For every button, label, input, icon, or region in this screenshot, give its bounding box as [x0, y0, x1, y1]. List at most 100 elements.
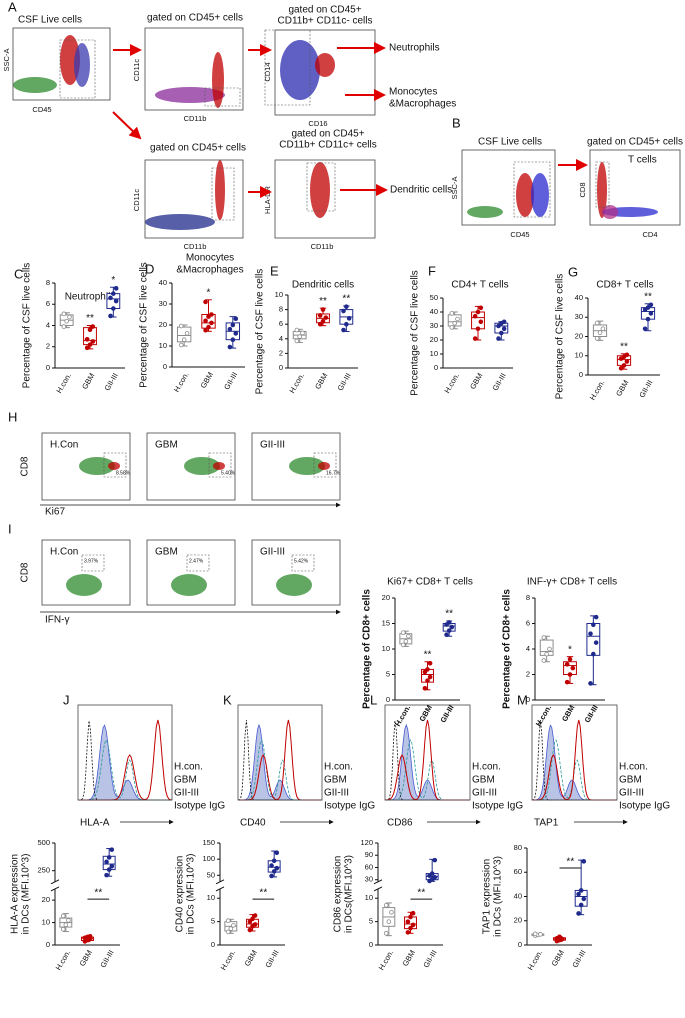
data-point [113, 298, 119, 304]
data-point [455, 316, 460, 322]
data-point [271, 858, 277, 864]
data-point [405, 930, 411, 935]
data-point [231, 923, 236, 928]
data-point [203, 318, 208, 324]
data-point [61, 324, 67, 329]
x-tick-label: H.con. [442, 371, 461, 394]
y-tick-label: 0 [579, 370, 583, 379]
data-point [597, 330, 603, 335]
legend-label: Isotype IgG [472, 801, 523, 812]
y-tick-label: 0 [386, 695, 390, 704]
y-tick-label: 50 [207, 870, 215, 879]
data-point [403, 639, 409, 644]
data-point [538, 932, 543, 937]
y-axis-label: SSC-A [450, 177, 459, 200]
data-point [109, 847, 115, 852]
data-point [472, 313, 478, 319]
x-tick-label: GBM [313, 371, 329, 390]
data-point [427, 674, 433, 680]
plot-title: gated on CD45+ [291, 129, 364, 140]
y-tick-label: 6 [46, 299, 50, 308]
legend-label: GBM [472, 775, 495, 786]
data-point [230, 337, 236, 343]
data-point [410, 922, 416, 928]
histogram-fill [385, 723, 470, 801]
y-tick-label: 10 [159, 341, 167, 350]
x-axis-label: Ki67 [45, 507, 65, 518]
data-point [228, 926, 234, 931]
y-tick-label: 2 [279, 348, 283, 357]
y-axis-label: CD8 [20, 562, 31, 582]
data-point [581, 859, 587, 864]
data-point [425, 667, 430, 672]
plot-title: gated on CD45+ [288, 5, 361, 16]
y-axis-label: Percentage of CSF live cells [555, 274, 566, 400]
cell-cloud [597, 162, 607, 218]
data-point [87, 327, 93, 333]
data-point [570, 665, 576, 671]
legend-label: Isotype IgG [174, 801, 225, 812]
y-axis-label: Percentage of CSF live cells [410, 270, 421, 396]
histogram-curve [78, 739, 172, 801]
data-point [317, 321, 323, 327]
plot-frame [461, 149, 556, 226]
y-tick-label: 10 [382, 644, 390, 653]
panel-label: G [568, 264, 578, 279]
data-point [383, 902, 389, 908]
cell-cloud [213, 462, 225, 470]
data-point [425, 678, 430, 683]
data-point [594, 336, 600, 341]
data-point [233, 331, 239, 336]
y-tick-label: 8 [279, 305, 283, 314]
x-tick-label: GBM [243, 948, 259, 967]
data-point [84, 337, 90, 342]
legend-label: H.con. [174, 762, 203, 773]
data-point [90, 324, 96, 329]
data-point [648, 302, 654, 308]
data-point [578, 902, 584, 908]
histogram-fill [78, 724, 172, 801]
data-point [408, 914, 413, 920]
y-axis-label: SSC-A [2, 49, 11, 72]
data-point [209, 320, 214, 326]
y-tick-label: 0 [163, 362, 167, 371]
y-tick-label: 20 [514, 916, 522, 925]
plot-title: gated on CD45+ cells [147, 13, 243, 24]
y-tick-label: 60 [365, 862, 373, 871]
y-tick-label: 0 [434, 363, 438, 372]
data-point [427, 660, 433, 666]
x-axis-label: TAP1 [534, 818, 559, 829]
x-tick-label: GBM [417, 703, 434, 723]
histogram-curve [238, 739, 322, 801]
x-tick-label: H.con. [377, 948, 396, 971]
data-point [320, 318, 326, 324]
y-tick-label: 6 [526, 618, 530, 627]
population-label: Dendritic cells [390, 185, 452, 196]
gate [291, 554, 315, 572]
group-label: GII-III [260, 547, 285, 558]
y-tick-label: 15 [382, 618, 390, 627]
x-tick-label: H.con. [588, 378, 607, 401]
x-axis-label: CD45 [510, 230, 529, 239]
plot-title: CSF Live cells [478, 137, 542, 148]
data-point [588, 631, 593, 636]
cell-cloud [516, 173, 534, 217]
cell-cloud [212, 52, 224, 108]
data-point [184, 331, 190, 336]
y-tick-label: 5 [386, 669, 390, 678]
y-tick-label: 5 [211, 917, 215, 926]
y-axis-label: in DCs (MFI.10^3) [186, 854, 197, 935]
y-tick-label: 6 [279, 319, 283, 328]
y-tick-label: 20 [575, 331, 583, 340]
cell-cloud [184, 457, 220, 475]
axis-break [215, 886, 225, 892]
data-point [104, 859, 109, 865]
y-tick-label: 50 [430, 293, 438, 302]
gate [81, 554, 105, 572]
data-point [60, 913, 66, 919]
data-point [269, 863, 274, 868]
data-point [557, 934, 562, 940]
axis-break [50, 886, 60, 892]
plot-title: CD11b+ CD11c+ cells [279, 140, 376, 151]
x-axis-label: CD86 [387, 818, 413, 829]
